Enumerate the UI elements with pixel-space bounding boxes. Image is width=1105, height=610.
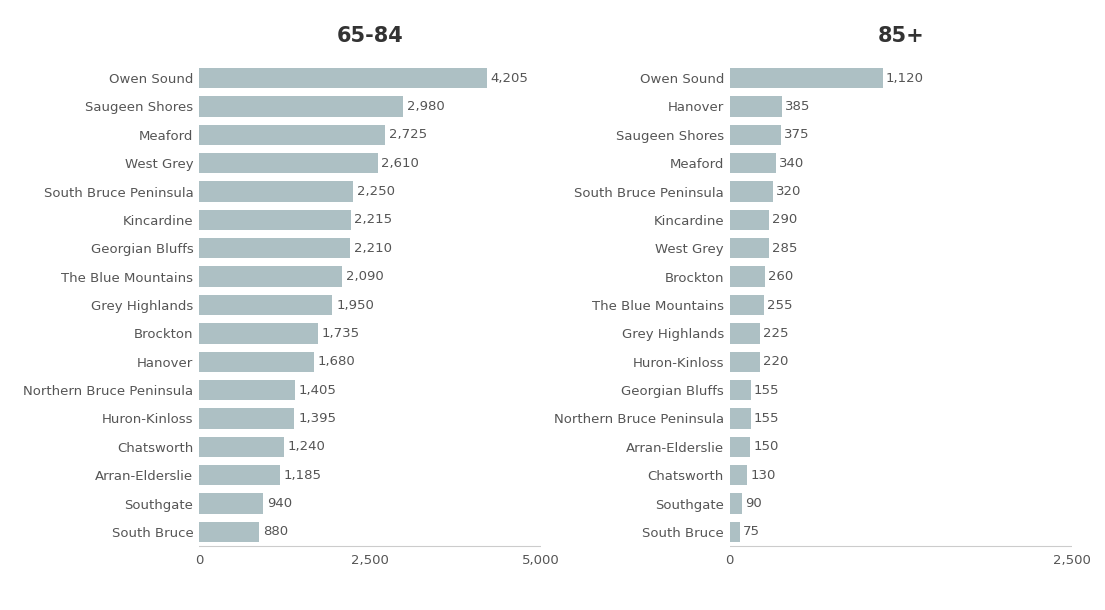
Bar <box>199 380 295 400</box>
Text: 320: 320 <box>777 185 802 198</box>
Bar <box>729 153 776 173</box>
Bar <box>199 408 294 429</box>
Text: 4,205: 4,205 <box>491 71 528 85</box>
Bar <box>199 238 350 259</box>
Bar <box>199 437 284 457</box>
Bar <box>729 522 739 542</box>
Bar <box>729 493 741 514</box>
Bar <box>199 96 403 117</box>
Bar <box>729 323 760 343</box>
Text: 155: 155 <box>754 412 779 425</box>
Bar <box>199 493 263 514</box>
Bar <box>729 437 750 457</box>
Text: 150: 150 <box>754 440 778 453</box>
Bar <box>199 181 352 202</box>
Bar <box>199 267 341 287</box>
Text: 385: 385 <box>786 100 811 113</box>
Bar <box>199 323 318 343</box>
Bar <box>729 295 765 315</box>
Text: 2,090: 2,090 <box>346 270 383 283</box>
Text: 375: 375 <box>783 128 809 142</box>
Text: 1,240: 1,240 <box>287 440 326 453</box>
Bar <box>199 153 378 173</box>
Bar <box>199 295 333 315</box>
Bar <box>199 522 260 542</box>
Text: 130: 130 <box>750 468 776 482</box>
Bar <box>729 68 883 88</box>
Text: 2,980: 2,980 <box>407 100 444 113</box>
Text: 1,680: 1,680 <box>318 355 356 368</box>
Title: 85+: 85+ <box>877 26 924 46</box>
Text: 1,120: 1,120 <box>886 71 924 85</box>
Text: 1,395: 1,395 <box>298 412 336 425</box>
Text: 225: 225 <box>764 327 789 340</box>
Text: 155: 155 <box>754 384 779 396</box>
Text: 90: 90 <box>745 497 761 510</box>
Bar <box>199 210 350 230</box>
Text: 1,950: 1,950 <box>336 298 375 312</box>
Text: 2,610: 2,610 <box>381 157 419 170</box>
Bar <box>199 465 280 486</box>
Bar <box>199 351 314 372</box>
Bar <box>729 351 759 372</box>
Text: 1,405: 1,405 <box>298 384 337 396</box>
Text: 340: 340 <box>779 157 804 170</box>
Bar <box>729 380 750 400</box>
Bar <box>729 408 750 429</box>
Bar <box>729 210 769 230</box>
Bar <box>729 465 747 486</box>
Text: 2,725: 2,725 <box>389 128 428 142</box>
Text: 255: 255 <box>768 298 793 312</box>
Text: 1,735: 1,735 <box>322 327 359 340</box>
Text: 285: 285 <box>771 242 797 255</box>
Text: 260: 260 <box>768 270 793 283</box>
Text: 2,250: 2,250 <box>357 185 394 198</box>
Bar <box>199 68 487 88</box>
Text: 880: 880 <box>263 525 288 539</box>
Text: 220: 220 <box>762 355 788 368</box>
Text: 2,210: 2,210 <box>354 242 392 255</box>
Text: 75: 75 <box>743 525 760 539</box>
Bar <box>729 96 782 117</box>
Text: 940: 940 <box>267 497 292 510</box>
Bar <box>729 267 765 287</box>
Bar <box>729 238 769 259</box>
Text: 1,185: 1,185 <box>284 468 322 482</box>
Text: 2,215: 2,215 <box>355 214 392 226</box>
Bar <box>729 181 774 202</box>
Bar <box>199 124 386 145</box>
Title: 65-84: 65-84 <box>337 26 403 46</box>
Text: 290: 290 <box>772 214 798 226</box>
Bar <box>729 124 781 145</box>
